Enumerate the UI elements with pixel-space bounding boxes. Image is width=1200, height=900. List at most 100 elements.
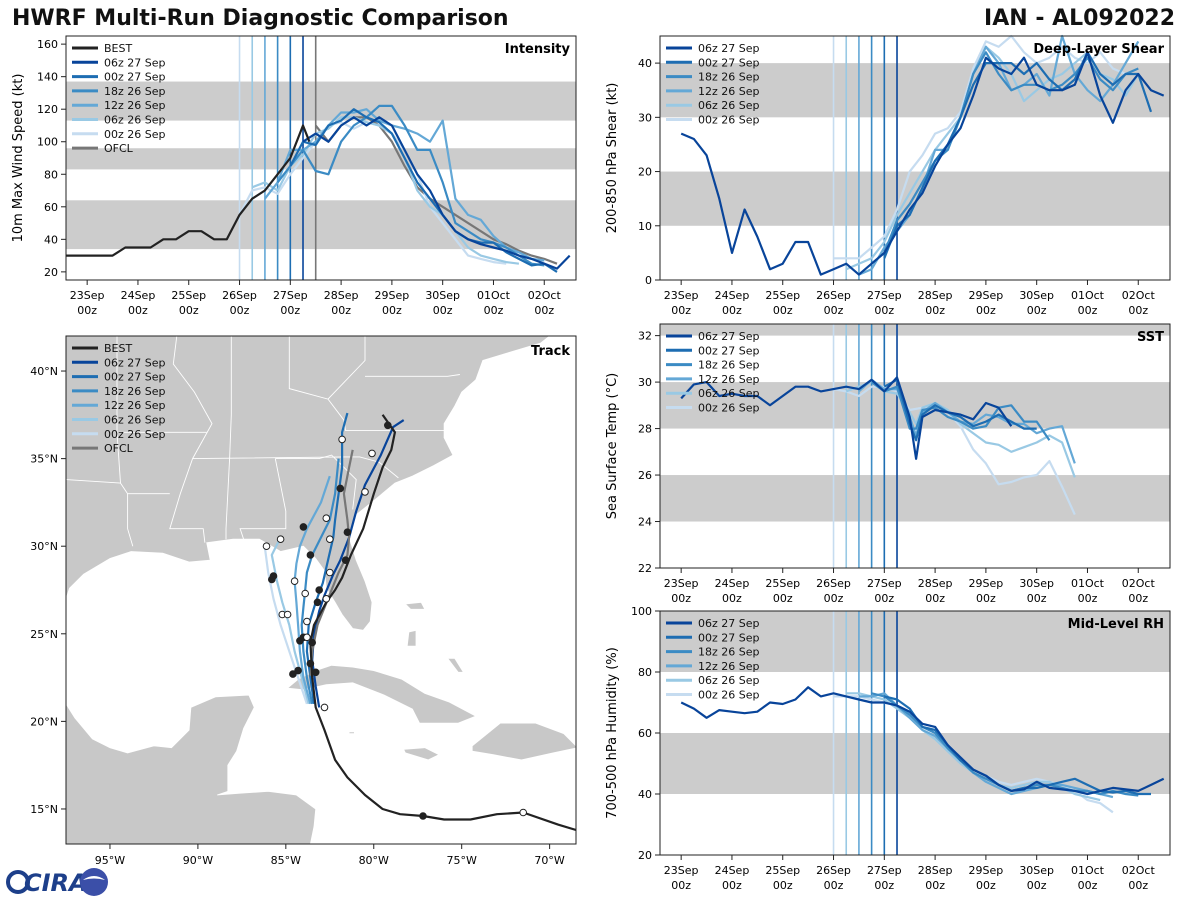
track-ofcl bbox=[309, 449, 354, 676]
state-border-5 bbox=[192, 456, 399, 479]
lat-tick-label: 15°N bbox=[30, 803, 58, 816]
track-marker-best bbox=[341, 556, 350, 564]
x-tick-label-day: 01Oct bbox=[1071, 289, 1105, 302]
panel-title: Intensity bbox=[505, 42, 571, 57]
x-tick-label-day: 27Sep bbox=[273, 289, 308, 302]
y-tick-label: 10 bbox=[638, 220, 652, 233]
map-layer bbox=[66, 336, 576, 844]
logo-ring bbox=[6, 870, 30, 894]
lon-tick-label: 75°W bbox=[447, 854, 477, 867]
state-border-4 bbox=[288, 336, 446, 432]
lon-tick-label: 95°W bbox=[95, 854, 125, 867]
y-tick-label: 30 bbox=[638, 376, 652, 389]
lat-tick-label: 40°N bbox=[30, 365, 58, 378]
track-marker-00z-27-sep bbox=[306, 659, 315, 668]
y-tick-label: 80 bbox=[44, 168, 58, 181]
x-tick-label-hour: 00z bbox=[179, 304, 199, 317]
x-tick-label-hour: 00z bbox=[824, 304, 844, 317]
x-tick-label-day: 30Sep bbox=[1019, 289, 1054, 302]
x-tick-label-hour: 00z bbox=[534, 304, 554, 317]
legend-label-12z-26-sep: 12z 26 Sep bbox=[104, 399, 166, 412]
x-tick-label-day: 25Sep bbox=[765, 864, 800, 877]
lon-tick-label: 85°W bbox=[271, 854, 301, 867]
x-tick-label-hour: 00z bbox=[484, 304, 504, 317]
x-tick-label-day: 27Sep bbox=[867, 577, 902, 590]
state-border-8 bbox=[365, 374, 460, 377]
x-tick-label-day: 28Sep bbox=[324, 289, 359, 302]
y-axis-label: 10m Max Wind Speed (kt) bbox=[11, 74, 26, 243]
x-tick-label-hour: 00z bbox=[1027, 592, 1047, 605]
track-marker-18z-26-sep bbox=[322, 514, 331, 522]
y-tick-label: 40 bbox=[638, 57, 652, 70]
track-marker-06z-27-sep bbox=[311, 668, 320, 677]
band-1 bbox=[660, 611, 1170, 672]
landmass-cuba bbox=[286, 664, 477, 724]
logo-swirl bbox=[83, 876, 105, 880]
legend-label-06z-26-sep: 06z 26 Sep bbox=[698, 674, 760, 687]
x-tick-label-day: 29Sep bbox=[969, 289, 1004, 302]
series-18z-26-sep bbox=[870, 51, 1139, 265]
track-marker-06z-27-sep bbox=[313, 598, 322, 607]
state-border-6 bbox=[275, 454, 357, 510]
band-0 bbox=[660, 733, 1170, 794]
x-tick-label-day: 28Sep bbox=[918, 289, 953, 302]
legend-label-18z-26-sep: 18z 26 Sep bbox=[698, 71, 760, 84]
band-1 bbox=[660, 63, 1170, 118]
x-tick-label-day: 30Sep bbox=[425, 289, 460, 302]
plot-frame bbox=[65, 35, 577, 281]
x-tick-label-hour: 00z bbox=[773, 879, 793, 892]
y-tick-label: 24 bbox=[638, 516, 652, 529]
x-tick-label-day: 24Sep bbox=[715, 577, 750, 590]
series-06z-26-sep bbox=[251, 116, 520, 265]
x-tick-label-day: 01Oct bbox=[477, 289, 511, 302]
x-tick-label-hour: 00z bbox=[671, 304, 691, 317]
x-tick-label-day: 28Sep bbox=[918, 864, 953, 877]
x-tick-label-hour: 00z bbox=[925, 879, 945, 892]
x-tick-label-hour: 00z bbox=[925, 304, 945, 317]
track-marker-best bbox=[320, 703, 329, 712]
y-tick-label: 20 bbox=[638, 166, 652, 179]
track-marker-06z-27-sep bbox=[343, 528, 352, 536]
legend-label-12z-26-sep: 12z 26 Sep bbox=[698, 373, 760, 386]
state-border-10 bbox=[66, 479, 121, 484]
series-00z-27-sep bbox=[883, 51, 1153, 259]
y-tick-label: 60 bbox=[638, 727, 652, 740]
track-marker-best bbox=[308, 638, 316, 647]
series-06z-27-sep bbox=[680, 686, 1165, 796]
track-marker-06z-26-sep bbox=[276, 535, 285, 543]
state-border-0 bbox=[116, 336, 134, 547]
page-title: HWRF Multi-Run Diagnostic Comparison bbox=[12, 6, 509, 31]
sst-chart: 23Sep 00z 24Sep 00z 25Sep 00z 26Sep 00z 27Sep 00z… bbox=[605, 323, 1171, 605]
y-tick-label: 40 bbox=[638, 788, 652, 801]
legend-label-12z-26-sep: 12z 26 Sep bbox=[698, 660, 760, 673]
lon-tick-label: 90°W bbox=[183, 854, 213, 867]
state-border-3 bbox=[239, 458, 287, 540]
track-marker-18z-26-sep bbox=[301, 589, 309, 598]
x-tick-label-day: 23Sep bbox=[664, 577, 699, 590]
y-tick-label: 0 bbox=[645, 274, 652, 287]
track-marker-06z-26-sep bbox=[269, 572, 278, 580]
legend-label-18z-26-sep: 18z 26 Sep bbox=[698, 359, 760, 372]
landmass-grand-bahama bbox=[404, 601, 426, 610]
track-marker-best bbox=[419, 812, 427, 820]
track-best bbox=[309, 414, 576, 832]
x-tick-label-hour: 00z bbox=[722, 879, 742, 892]
legend-label-00z-26-sep: 00z 26 Sep bbox=[104, 128, 166, 141]
track-marker-best bbox=[322, 595, 331, 603]
x-tick-label-hour: 00z bbox=[433, 304, 453, 317]
landmass-jamaica bbox=[403, 747, 440, 761]
series-06z-27-sep bbox=[302, 116, 571, 270]
y-tick-label: 20 bbox=[638, 849, 652, 862]
x-tick-label-day: 23Sep bbox=[70, 289, 105, 302]
x-tick-label-hour: 00z bbox=[1078, 304, 1098, 317]
y-tick-label: 22 bbox=[638, 562, 652, 575]
x-tick-label-hour: 00z bbox=[331, 304, 351, 317]
lon-tick-label: 70°W bbox=[534, 854, 564, 867]
cira-logo: CIRA bbox=[6, 868, 108, 897]
series-06z-27-sep bbox=[680, 51, 1165, 276]
series-06z-27-sep bbox=[680, 376, 1013, 460]
legend-label-06z-27-sep: 06z 27 Sep bbox=[698, 42, 760, 55]
x-tick-label-hour: 00z bbox=[230, 304, 250, 317]
x-tick-label-hour: 00z bbox=[976, 304, 996, 317]
panel-title: Mid-Level RH bbox=[1068, 617, 1164, 632]
